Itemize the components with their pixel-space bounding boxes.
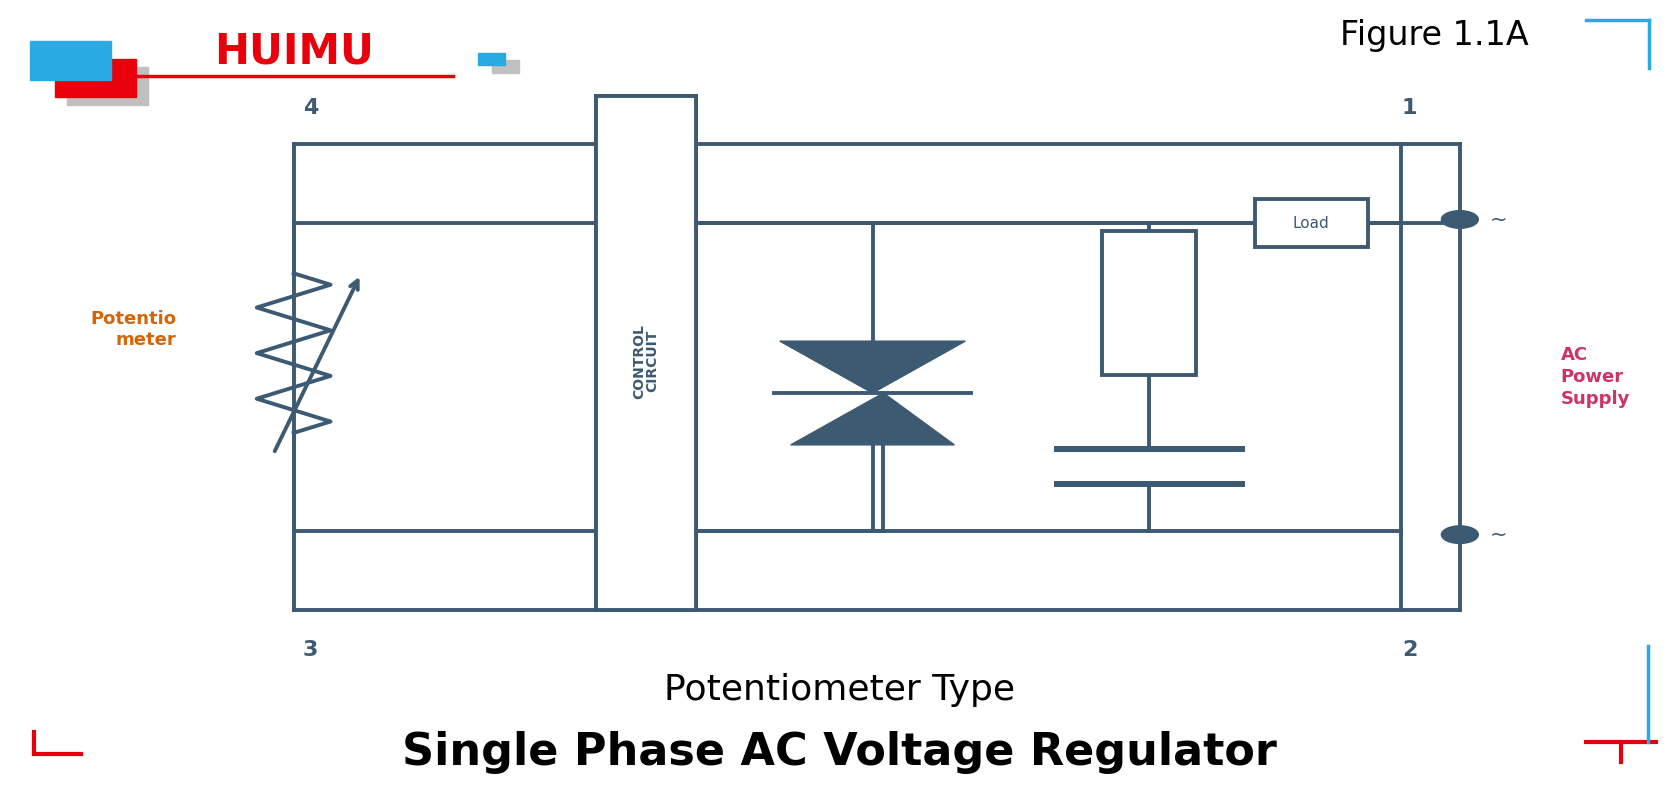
Text: 4: 4 xyxy=(302,97,319,118)
Text: 1: 1 xyxy=(1401,97,1418,118)
Text: Figure 1.1A: Figure 1.1A xyxy=(1341,19,1529,53)
Bar xyxy=(1255,200,1368,247)
Text: AC
Power
Supply: AC Power Supply xyxy=(1561,346,1629,409)
Text: ~: ~ xyxy=(1490,524,1507,545)
Polygon shape xyxy=(790,393,955,445)
Text: Potentiometer Type: Potentiometer Type xyxy=(663,674,1015,707)
Text: Potentio
meter: Potentio meter xyxy=(91,310,176,349)
Text: 3: 3 xyxy=(302,640,319,661)
Bar xyxy=(492,60,519,73)
Text: HUIMU: HUIMU xyxy=(213,31,374,73)
Polygon shape xyxy=(780,342,965,393)
Text: Single Phase AC Voltage Regulator: Single Phase AC Voltage Regulator xyxy=(401,731,1277,774)
Bar xyxy=(1102,231,1196,375)
Circle shape xyxy=(1441,211,1478,228)
Text: ~: ~ xyxy=(1490,209,1507,230)
Text: Load: Load xyxy=(1294,216,1329,231)
Bar xyxy=(67,67,148,105)
Bar xyxy=(55,59,136,97)
Bar xyxy=(478,53,505,65)
Text: CONTROL
CIRCUIT: CONTROL CIRCUIT xyxy=(633,324,659,398)
Bar xyxy=(30,41,111,80)
Text: 2: 2 xyxy=(1401,640,1418,661)
Bar xyxy=(596,96,696,610)
Circle shape xyxy=(1441,526,1478,543)
